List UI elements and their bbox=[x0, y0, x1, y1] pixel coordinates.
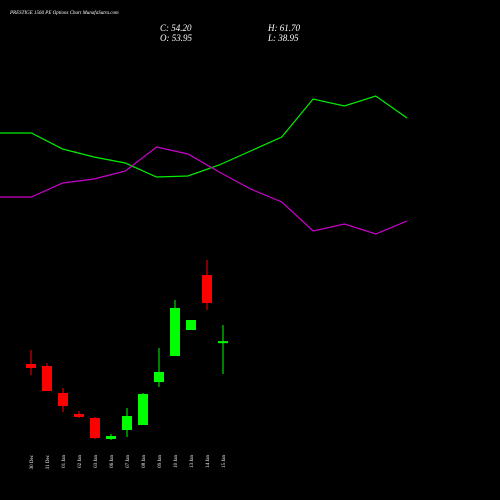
candle-body bbox=[218, 341, 228, 344]
candle-body bbox=[186, 320, 196, 331]
indicator-line bbox=[0, 146, 408, 235]
x-tick-label: 31 Dec bbox=[46, 454, 51, 469]
high-label: H: 61.70 bbox=[267, 23, 300, 33]
candle-body bbox=[170, 308, 180, 356]
candle-body bbox=[26, 364, 36, 369]
x-tick-label: 15 Jan bbox=[222, 455, 227, 468]
candle-body bbox=[58, 393, 68, 407]
candle-body bbox=[42, 366, 52, 391]
chart-title: PRESTIGE 1560 PE Options Chart MunafaSut… bbox=[9, 11, 119, 16]
x-tick-label: 10 Jan bbox=[174, 455, 179, 468]
candle-body bbox=[138, 394, 148, 426]
x-tick-label: 13 Jan bbox=[190, 455, 195, 468]
x-tick-label: 07 Jan bbox=[126, 455, 131, 468]
candle-body bbox=[154, 372, 164, 383]
indicator-line bbox=[0, 95, 408, 178]
close-label: C: 54.20 bbox=[160, 23, 192, 33]
x-tick-label: 09 Jan bbox=[158, 455, 163, 468]
candle-body bbox=[90, 418, 100, 439]
candle-body bbox=[106, 436, 116, 440]
x-tick-label: 03 Jan bbox=[94, 455, 99, 468]
open-label: O: 53.95 bbox=[160, 33, 192, 43]
candle-body bbox=[202, 274, 212, 304]
candle-body bbox=[122, 416, 132, 431]
x-tick-label: 02 Jan bbox=[78, 455, 83, 468]
low-label: L: 38.95 bbox=[267, 33, 299, 43]
x-tick-label: 06 Jan bbox=[110, 455, 115, 468]
x-tick-label: 30 Dec bbox=[30, 454, 35, 469]
x-tick-label: 08 Jan bbox=[142, 455, 147, 468]
candle-body bbox=[74, 413, 84, 418]
x-tick-label: 01 Jan bbox=[62, 455, 67, 468]
x-tick-label: 14 Jan bbox=[206, 455, 211, 468]
